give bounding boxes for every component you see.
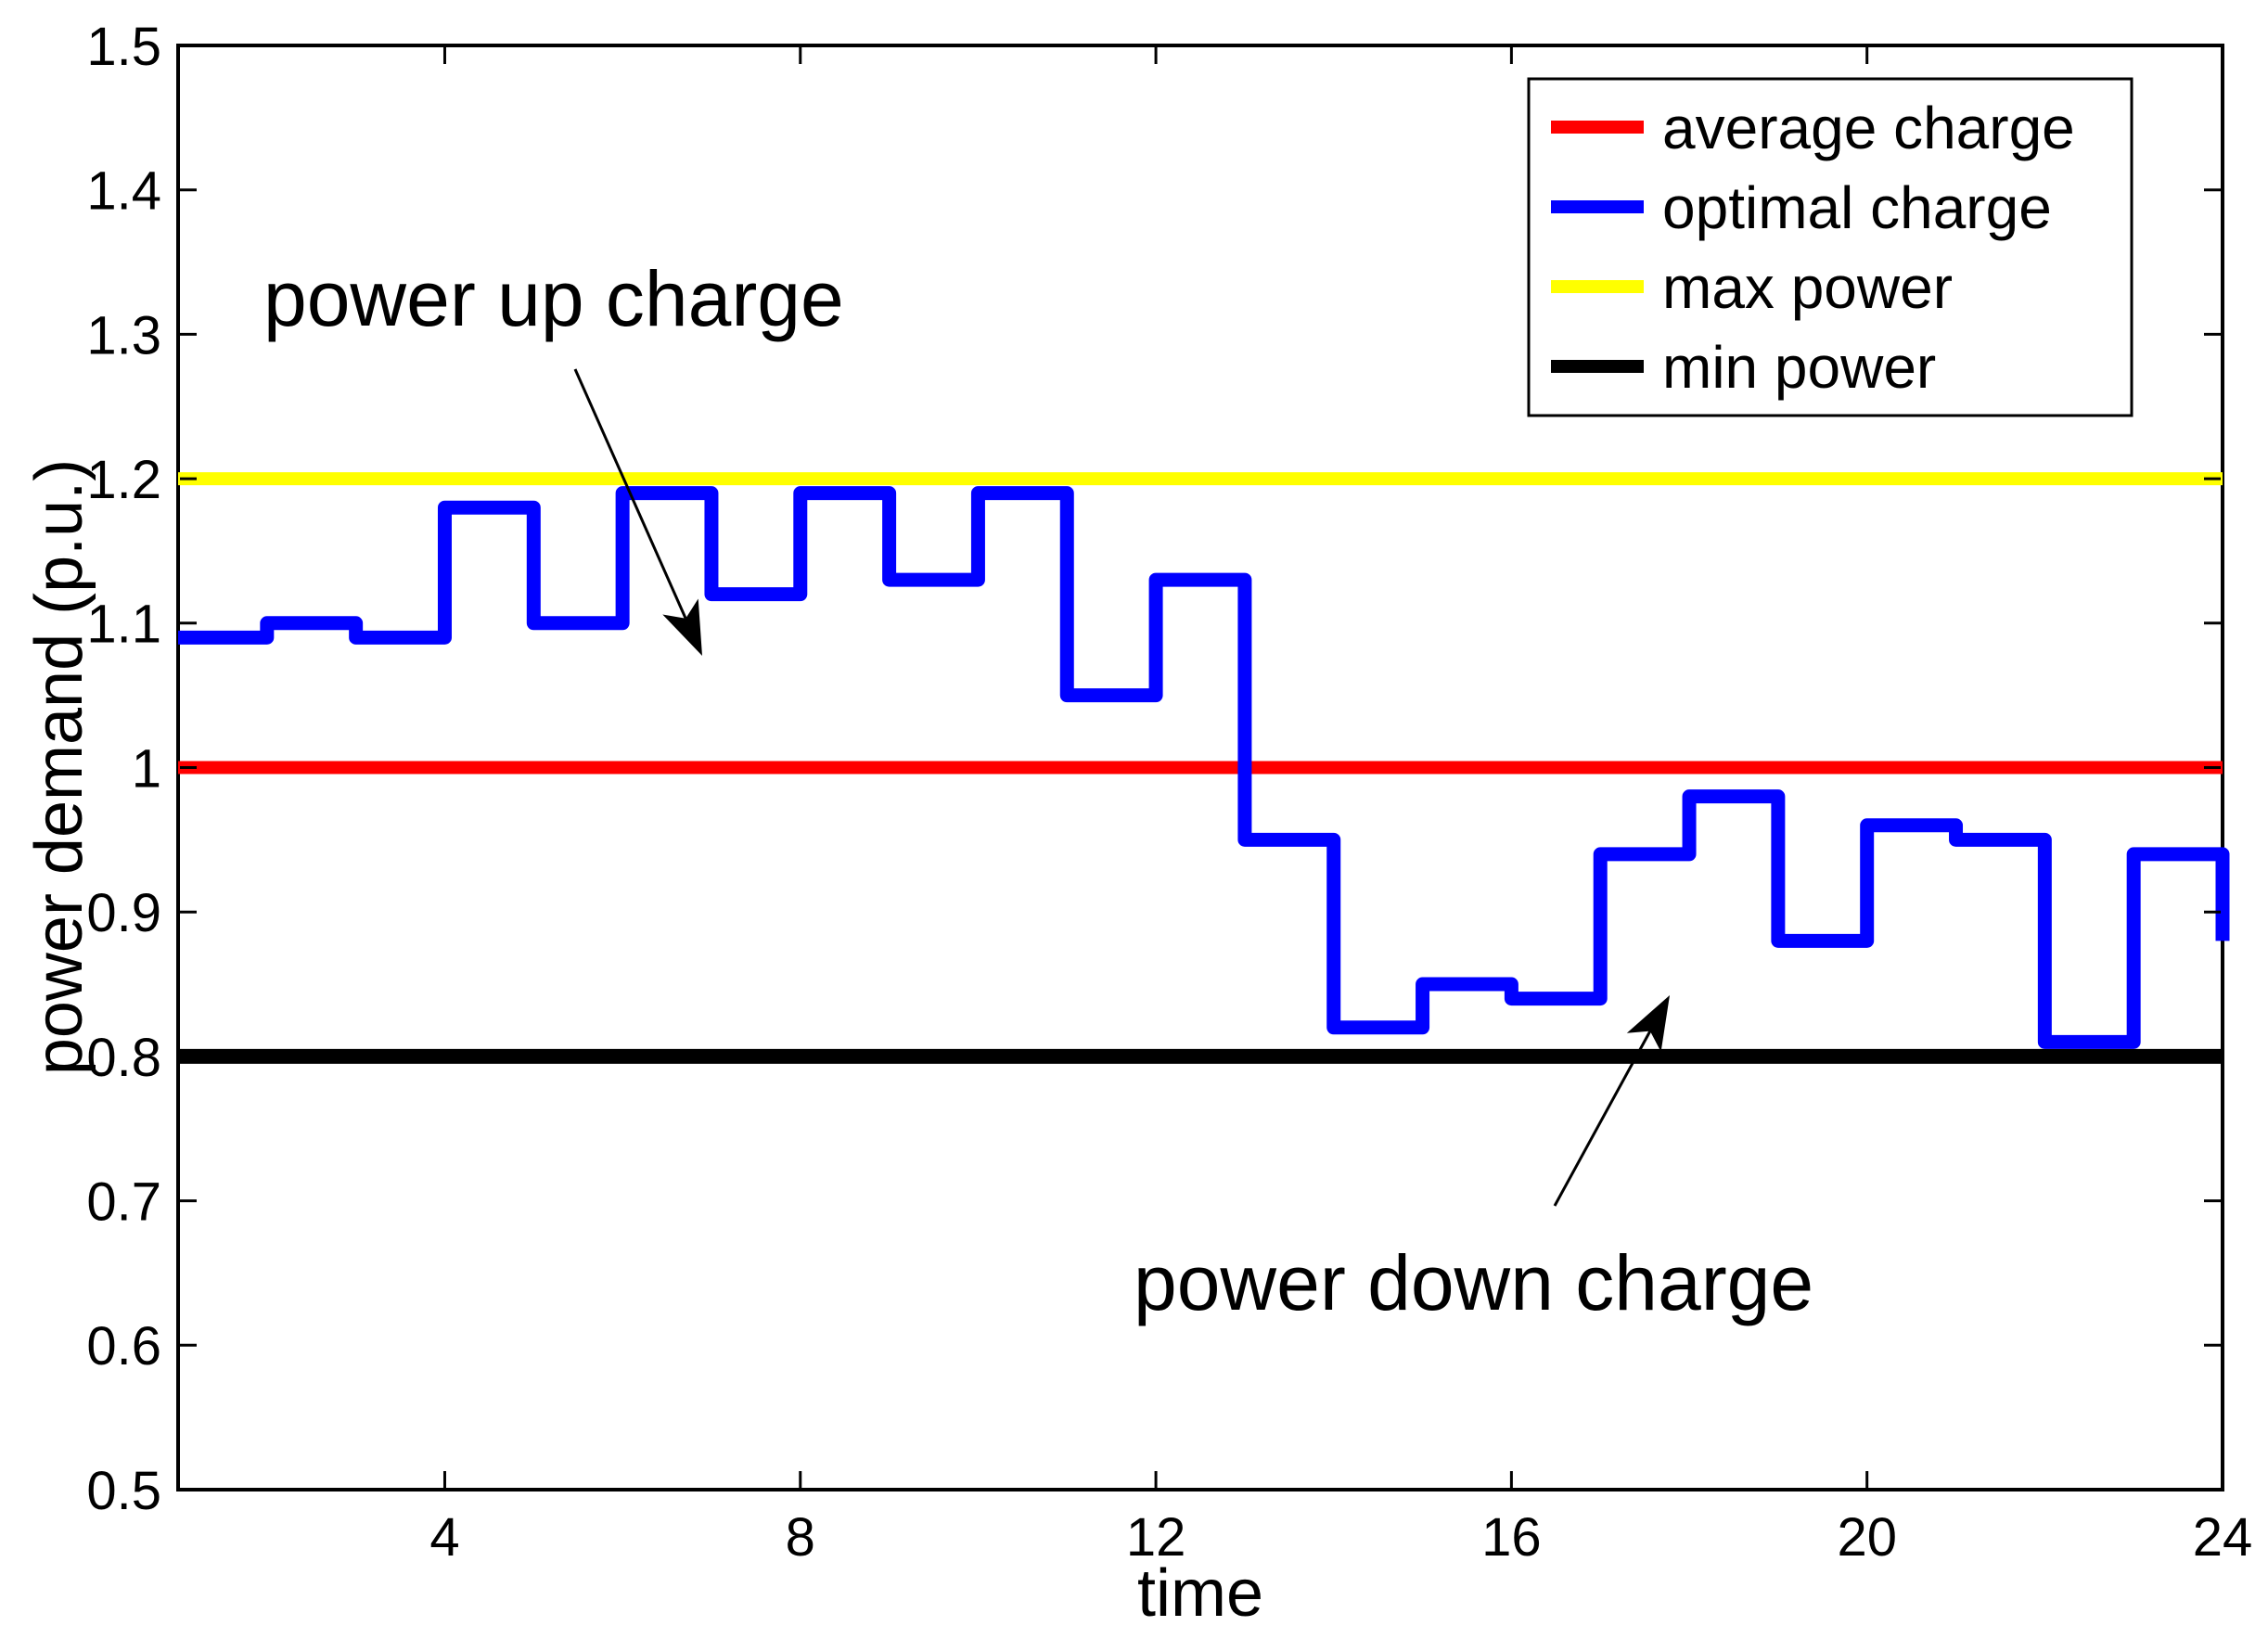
annotation-arrow-line <box>1553 1030 1652 1207</box>
x-tick-label: 20 <box>1837 1507 1897 1568</box>
x-tick-label: 16 <box>1481 1507 1542 1568</box>
legend-box <box>1527 77 2133 417</box>
x-tick-label: 24 <box>2193 1507 2253 1568</box>
y-axis-label: power demand (p.u.) <box>22 459 96 1075</box>
y-tick-label: 0.6 <box>86 1316 161 1376</box>
y-tick-labels: 0.5 0.6 0.7 0.8 0.9 1 1.1 1.2 1.3 1.4 1.5 <box>86 17 161 1521</box>
annotation-arrow-line <box>573 368 687 620</box>
y-tick-label: 0.9 <box>86 883 161 943</box>
x-tick-label: 12 <box>1126 1507 1186 1568</box>
x-axis-label: time <box>1137 1556 1263 1626</box>
annotation-power-down-charge: power down charge <box>1134 1239 1813 1326</box>
y-tick-label: 0.7 <box>86 1171 161 1232</box>
y-tick-label: 1.2 <box>86 450 161 510</box>
y-tick-label: 0.5 <box>86 1461 161 1521</box>
optimal-charge-series <box>178 486 2230 1049</box>
y-tick-label: 1.4 <box>86 161 161 222</box>
legend-item-average-charge: average charge <box>1551 95 2075 161</box>
annotation-arrowhead <box>1626 995 1670 1052</box>
y-tick-label: 1.3 <box>86 305 161 365</box>
axis-ticks <box>180 44 2224 1492</box>
legend-item-label: average charge <box>1662 95 2075 161</box>
annotation-arrows <box>573 368 1670 1207</box>
legend-item-label: max power <box>1662 254 1953 321</box>
y-tick-label: 0.8 <box>86 1028 161 1088</box>
y-tick-label: 1.1 <box>86 595 161 655</box>
y-tick-label: 1.5 <box>86 17 161 77</box>
x-tick-labels: 4 8 12 16 20 24 <box>429 1507 2252 1568</box>
legend-item-min-power: min power <box>1551 334 1936 401</box>
optimal-charge-path <box>178 486 2230 1049</box>
x-tick-label: 4 <box>429 1507 459 1568</box>
legend-item-label: min power <box>1662 334 1936 401</box>
annotation-arrowhead <box>662 598 702 656</box>
x-tick-label: 8 <box>786 1507 815 1568</box>
legend-item-label: optimal charge <box>1662 174 2052 241</box>
legend-item-optimal-charge: optimal charge <box>1551 174 2052 241</box>
legend: average charge optimal charge max power min… <box>1527 77 2133 417</box>
reference-lines <box>178 472 2223 1064</box>
annotation-power-up-charge: power up charge <box>263 255 844 342</box>
y-tick-label: 1 <box>132 738 161 799</box>
legend-item-max-power: max power <box>1551 254 1953 321</box>
